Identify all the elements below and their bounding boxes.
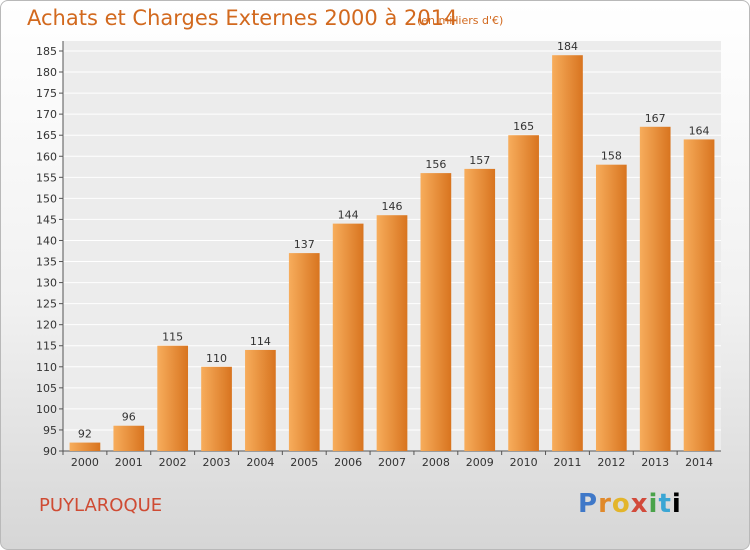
data-label-2008: 156	[425, 158, 446, 171]
y-tick-label: 145	[36, 213, 57, 226]
y-tick-label: 110	[36, 361, 57, 374]
y-tick-label: 95	[43, 424, 57, 437]
data-label-2005: 137	[294, 238, 315, 251]
x-tick-label: 2005	[290, 456, 318, 469]
bar-2008	[420, 173, 452, 451]
bar-2000	[69, 442, 101, 451]
bar-2002	[157, 345, 189, 451]
y-tick-label: 120	[36, 319, 57, 332]
x-tick-label: 2006	[334, 456, 362, 469]
x-tick-label: 2000	[71, 456, 99, 469]
x-tick-label: 2014	[685, 456, 713, 469]
data-label-2002: 115	[162, 331, 183, 344]
data-label-2007: 146	[382, 200, 403, 213]
y-tick-label: 180	[36, 66, 57, 79]
x-tick-label: 2007	[378, 456, 406, 469]
bar-2007	[376, 215, 408, 451]
chart-title: Achats et Charges Externes 2000 à 2014	[27, 6, 458, 30]
y-tick-label: 165	[36, 129, 57, 142]
x-tick-label: 2008	[422, 456, 450, 469]
chart-subtitle: (en milliers d'€)	[417, 14, 504, 27]
bar-2014	[683, 139, 715, 451]
y-tick-label: 170	[36, 108, 57, 121]
y-tick-label: 115	[36, 340, 57, 353]
x-tick-label: 2013	[641, 456, 669, 469]
proxiti-logo: Proxiti	[578, 489, 682, 519]
y-tick-label: 160	[36, 150, 57, 163]
x-tick-label: 2009	[466, 456, 494, 469]
bar-2013	[639, 126, 671, 451]
y-tick-label: 100	[36, 403, 57, 416]
bar-2012	[595, 164, 627, 451]
bar-2006	[332, 223, 364, 451]
bar-2004	[245, 349, 276, 451]
y-tick-label: 125	[36, 298, 57, 311]
bar-2009	[464, 168, 496, 452]
x-tick-label: 2001	[115, 456, 143, 469]
bar-2011	[552, 55, 583, 452]
bar-2003	[201, 366, 232, 451]
x-tick-label: 2011	[553, 456, 581, 469]
y-tick-label: 150	[36, 192, 57, 205]
x-tick-label: 2010	[510, 456, 538, 469]
data-label-2000: 92	[78, 428, 92, 441]
y-tick-label: 130	[36, 277, 57, 290]
data-label-2003: 110	[206, 352, 227, 365]
place-name: PUYLAROQUE	[39, 495, 163, 516]
y-tick-label: 140	[36, 234, 57, 247]
data-label-2013: 167	[645, 112, 666, 125]
data-label-2006: 144	[338, 209, 359, 222]
data-label-2004: 114	[250, 335, 271, 348]
bar-2005	[288, 253, 320, 451]
data-label-2010: 165	[513, 120, 534, 133]
data-label-2014: 164	[689, 124, 710, 137]
bar-2010	[508, 135, 539, 452]
x-tick-label: 2012	[597, 456, 625, 469]
x-tick-label: 2004	[246, 456, 274, 469]
x-tick-label: 2003	[203, 456, 231, 469]
data-label-2001: 96	[122, 411, 136, 424]
y-tick-label: 155	[36, 171, 57, 184]
data-label-2011: 184	[557, 40, 578, 53]
data-label-2012: 158	[601, 150, 622, 163]
y-tick-label: 90	[43, 445, 57, 458]
x-tick-label: 2002	[159, 456, 187, 469]
bar-2001	[113, 425, 145, 451]
y-tick-label: 185	[36, 45, 57, 58]
y-tick-label: 175	[36, 87, 57, 100]
data-label-2009: 157	[469, 154, 490, 167]
y-tick-label: 105	[36, 382, 57, 395]
y-tick-label: 135	[36, 256, 57, 269]
